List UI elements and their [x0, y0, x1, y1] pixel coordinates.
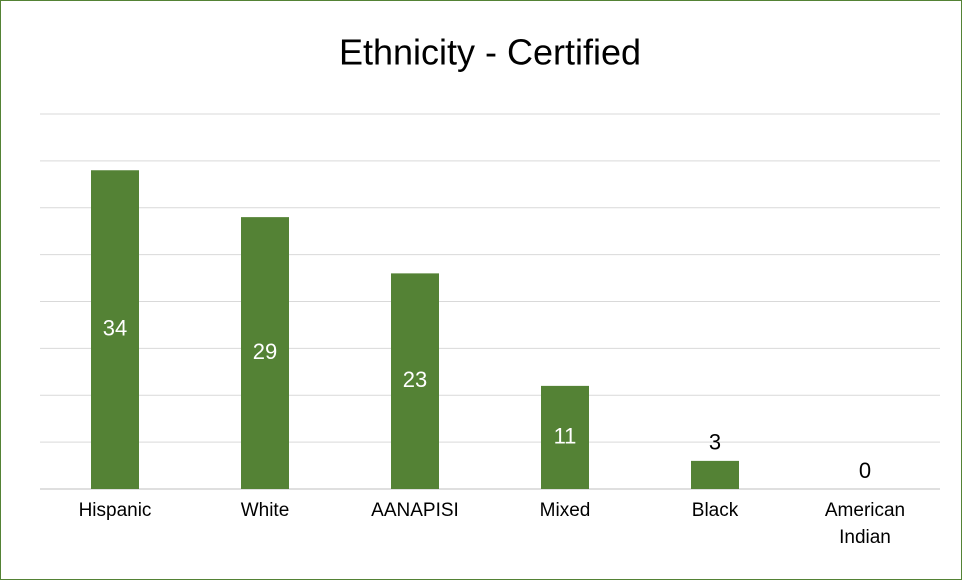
x-tick-label: Mixed	[539, 500, 591, 521]
x-tick-label: Hispanic	[78, 500, 152, 521]
data-label: 0	[859, 458, 871, 483]
data-label: 29	[253, 339, 277, 364]
x-tick-label: Black	[691, 500, 739, 521]
data-label: 3	[709, 430, 721, 455]
bar	[241, 217, 289, 489]
data-label: 34	[103, 315, 127, 340]
x-tick-label: White	[240, 500, 290, 521]
chart-title: Ethnicity - Certified	[339, 32, 641, 73]
x-tick-label: AANAPISI	[371, 500, 459, 521]
bar	[91, 170, 139, 489]
x-tick-label: American Indian	[824, 500, 906, 548]
bar	[541, 385, 589, 489]
data-label: 11	[554, 423, 577, 448]
bar	[691, 460, 739, 489]
bar	[391, 273, 439, 489]
data-label: 23	[403, 367, 427, 392]
